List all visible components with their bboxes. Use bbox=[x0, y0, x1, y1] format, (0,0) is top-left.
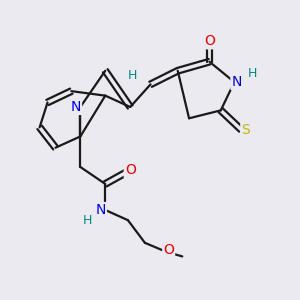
Text: N: N bbox=[231, 75, 242, 89]
Text: O: O bbox=[163, 243, 174, 256]
Text: N: N bbox=[71, 100, 81, 114]
Text: O: O bbox=[125, 164, 136, 177]
Text: O: O bbox=[204, 34, 215, 48]
Text: S: S bbox=[241, 123, 250, 136]
Text: H: H bbox=[82, 214, 92, 227]
Text: H: H bbox=[248, 67, 257, 80]
Text: N: N bbox=[96, 203, 106, 217]
Text: H: H bbox=[128, 69, 137, 82]
